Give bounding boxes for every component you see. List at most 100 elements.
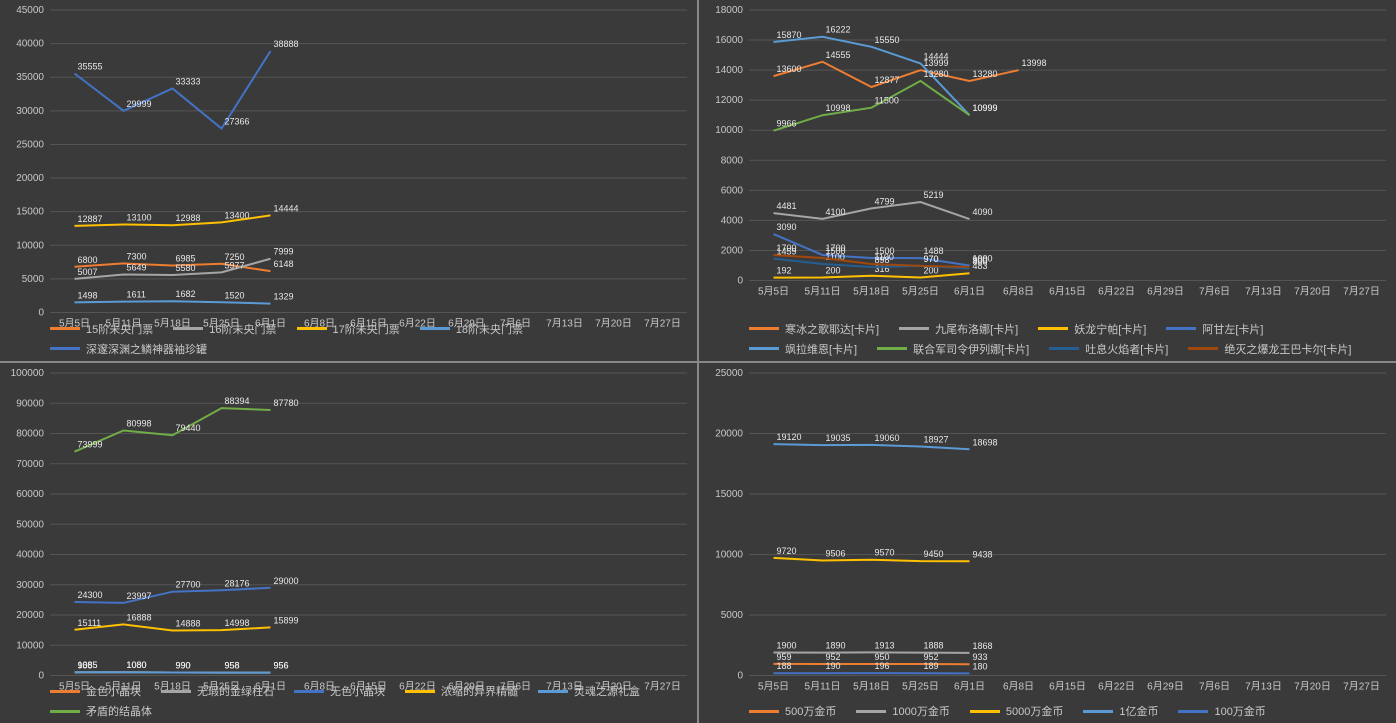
legend-item: 500万金币 [749,703,836,719]
series-line [75,587,271,602]
legend-item: 16阶未央门票 [173,321,276,337]
svg-text:14000: 14000 [715,65,743,76]
data-label: 4481 [777,201,797,211]
legend-swatch [161,690,191,693]
series-line [75,408,271,452]
svg-text:7月20日: 7月20日 [1294,680,1331,692]
svg-text:70000: 70000 [16,458,44,469]
svg-text:0: 0 [38,308,44,319]
legend-item: 金色小晶块 [50,683,141,699]
data-label: 9966 [777,119,797,129]
svg-text:6月15日: 6月15日 [1049,286,1086,298]
data-label: 180 [973,661,988,671]
legend-swatch [877,347,907,350]
svg-text:5000: 5000 [721,610,744,621]
legend-item: 5000万金币 [970,703,1063,719]
svg-text:7月6日: 7月6日 [1199,286,1230,298]
data-label: 27700 [176,579,201,589]
series-line [774,652,970,653]
data-label: 10998 [826,103,851,113]
chart-svg: 0200040006000800010000120001400016000180… [699,0,1396,301]
legend-label: 联合军司令伊列娜[卡片] [913,341,1029,357]
legend-swatch [173,327,203,330]
legend-label: 500万金币 [785,703,836,719]
data-label: 192 [777,266,792,276]
svg-text:6000: 6000 [721,185,744,196]
legend-item: 绝灭之爆龙王巴卡尔[卡片] [1188,341,1351,357]
legend-label: 深邃深渊之鳞神器袖珍罐 [86,341,207,357]
svg-text:5月11日: 5月11日 [805,680,841,692]
legend-swatch [749,327,779,330]
data-label: 4090 [973,207,993,217]
legend: 500万金币1000万金币5000万金币1亿金币100万金币 [749,703,1386,719]
svg-text:6月1日: 6月1日 [954,286,985,298]
data-label: 9450 [924,549,944,559]
svg-text:35000: 35000 [16,72,44,83]
legend-item: 飒拉维恩[卡片] [749,341,857,357]
panel-cards: 0200040006000800010000120001400016000180… [699,0,1396,361]
data-label: 190 [826,661,841,671]
data-label: 15111 [78,617,102,627]
legend-label: 5000万金币 [1006,703,1063,719]
data-label: 15870 [777,30,802,40]
chart-svg: 0100002000030000400005000060000700008000… [0,363,697,696]
svg-text:7月27日: 7月27日 [1343,286,1380,298]
svg-text:7月6日: 7月6日 [1199,680,1230,692]
svg-text:4000: 4000 [721,215,744,226]
svg-text:45000: 45000 [16,5,44,16]
legend-label: 18阶未央门票 [456,321,523,337]
legend: 寒冰之歌耶达[卡片]九尾布洛娜[卡片]妖龙宁帕[卡片]阿甘左[卡片]飒拉维恩[卡… [749,321,1386,357]
data-label: 16222 [826,25,851,35]
data-label: 1085 [78,660,98,670]
svg-text:10000: 10000 [715,549,743,560]
data-label: 4100 [826,207,846,217]
data-label: 88394 [225,396,250,406]
data-label: 29000 [274,575,299,585]
legend-item: 灵魂之源礼盒 [538,683,640,699]
series-line [774,273,970,277]
svg-text:20000: 20000 [16,173,44,184]
data-label: 15899 [274,615,299,625]
data-label: 27366 [225,117,250,127]
data-label: 19060 [875,432,900,442]
data-label: 1890 [826,640,846,650]
legend-swatch [899,327,929,330]
legend: 金色小晶块无瑕的金绿柱石无色小晶块浓缩的异界精髓灵魂之源礼盒矛盾的结晶体 [50,683,687,719]
legend-label: 浓缩的异界精髓 [441,683,518,699]
legend-label: 17阶未央门票 [333,321,400,337]
svg-text:6月15日: 6月15日 [1049,680,1086,692]
svg-text:90000: 90000 [16,398,44,409]
data-label: 14888 [176,618,201,628]
data-label: 3090 [777,222,797,232]
data-label: 5580 [176,263,196,273]
panel-tickets: 0500010000150002000025000300003500040000… [0,0,697,361]
data-label: 18927 [924,434,949,444]
svg-text:0: 0 [737,670,743,681]
legend-swatch [749,710,779,713]
svg-text:7月27日: 7月27日 [1343,680,1380,692]
legend-swatch [297,327,327,330]
data-label: 28176 [225,578,250,588]
legend-label: 飒拉维恩[卡片] [785,341,857,357]
svg-text:7月13日: 7月13日 [1245,680,1282,692]
data-label: 1700 [777,243,797,253]
svg-text:5月25日: 5月25日 [902,680,939,692]
data-label: 5977 [225,260,245,270]
legend-swatch [420,327,450,330]
series-line [774,444,970,449]
chart-svg: 0500010000150002000025000300003500040000… [0,0,697,333]
legend-item: 联合军司令伊列娜[卡片] [877,341,1029,357]
svg-text:7月20日: 7月20日 [1294,286,1331,298]
svg-text:50000: 50000 [16,519,44,530]
legend-label: 吐息火焰者[卡片] [1085,341,1168,357]
svg-text:16000: 16000 [715,35,743,46]
legend-label: 灵魂之源礼盒 [574,683,640,699]
svg-text:5月25日: 5月25日 [902,286,939,298]
legend-item: 吐息火焰者[卡片] [1049,341,1168,357]
data-label: 990 [176,660,191,670]
svg-text:40000: 40000 [16,549,44,560]
legend-label: 阿甘左[卡片] [1202,321,1263,337]
svg-text:10000: 10000 [715,125,743,136]
data-label: 24300 [78,589,103,599]
legend-swatch [856,710,886,713]
